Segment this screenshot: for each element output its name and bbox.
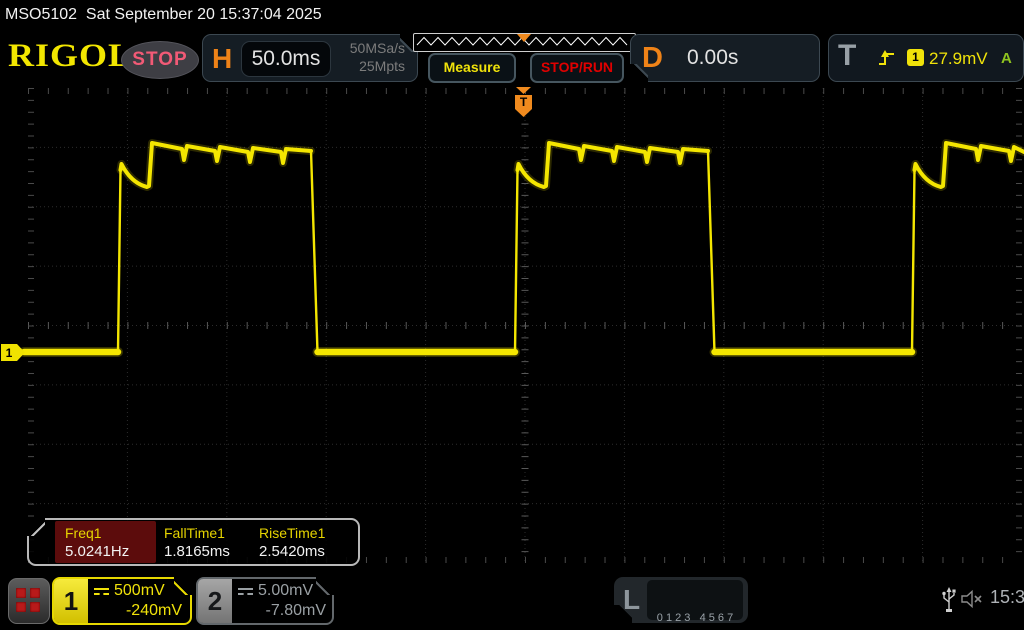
channel1-scale: 500mV	[114, 582, 165, 599]
svg-text:1: 1	[6, 346, 13, 360]
channel2-info: 5.00mV -7.80mV	[238, 581, 326, 621]
stop-run-button[interactable]: STOP/RUN	[530, 53, 624, 83]
measurement-value: 2.5420ms	[259, 543, 325, 560]
logic-row-0-7: 0 1 2 3 4 5 6 7	[656, 612, 734, 624]
measure-button[interactable]: Measure	[428, 53, 516, 83]
channel2-tab[interactable]: 2 5.00mV -7.80mV	[196, 577, 334, 625]
measurement-results-box[interactable]: Freq1 5.0241Hz FallTime1 1.8165ms RiseTi…	[27, 518, 360, 566]
graticule	[28, 88, 1022, 563]
horizontal-panel[interactable]: H 50.0ms 50MSa/s 25Mpts	[202, 34, 418, 82]
delay-panel[interactable]: D 0.00s	[630, 34, 820, 82]
bottom-status-bar: 1 500mV -240mV 2 5.00mV -7.80mV	[0, 576, 1024, 630]
trigger-level-value: 27.9mV	[929, 49, 988, 68]
measurement-name[interactable]: Freq1	[65, 525, 102, 541]
waveform-ch1	[19, 139, 1024, 357]
sample-rate: 50MSa/s	[349, 40, 405, 56]
channel2-number: 2	[198, 579, 232, 623]
dc-coupling-icon	[238, 587, 253, 595]
sample-rate-memdepth: 50MSa/s 25Mpts	[350, 39, 405, 75]
measurement-value: 5.0241Hz	[65, 543, 130, 560]
trigger-mode: A	[1001, 50, 1012, 67]
clock: 15:36	[990, 587, 1024, 607]
timebase-value[interactable]: 50.0ms	[241, 41, 331, 77]
dc-coupling-icon	[94, 587, 109, 595]
top-toolbar: RIGOL STOP H 50.0ms 50MSa/s 25Mpts Measu…	[0, 30, 1024, 85]
channel1-offset: -240mV	[125, 602, 182, 619]
trigger-position-marker[interactable]: T	[515, 87, 532, 117]
channel2-offset: -7.80mV	[265, 602, 326, 619]
logic-label: L	[623, 584, 641, 615]
channel1-number: 1	[54, 579, 88, 623]
memory-depth: 25Mpts	[359, 58, 405, 74]
trigger-label: T	[838, 39, 857, 72]
menu-grid-icon[interactable]	[8, 578, 50, 624]
channel1-info: 500mV -240mV	[94, 581, 182, 621]
run-state-badge: STOP	[121, 41, 199, 79]
rigol-logo: RIGOL	[8, 36, 134, 74]
trigger-slope-rising-edge-icon	[879, 50, 894, 65]
horizontal-label: H	[212, 43, 233, 74]
logic-channel-numbers: 0 1 2 3 4 5 6 7 8 9 10 11 12 13 14 15	[647, 580, 743, 624]
usb-icon	[942, 587, 956, 612]
svg-text:T: T	[520, 95, 528, 109]
delay-label: D	[642, 42, 663, 74]
trigger-source-badge: 1	[907, 49, 924, 66]
measurement-name[interactable]: FallTime1	[164, 525, 225, 541]
channel2-scale: 5.00mV	[258, 582, 314, 599]
waveform-memory-position-bar[interactable]	[413, 33, 636, 52]
ch1-level-marker[interactable]: 1	[1, 344, 25, 361]
memory-zigzag-icon	[416, 34, 628, 46]
measurement-value: 1.8165ms	[164, 543, 230, 560]
model-and-datetime: MSO5102 Sat September 20 15:37:04 2025	[5, 6, 322, 23]
speaker-muted-icon[interactable]	[961, 589, 985, 609]
logic-channels-tab[interactable]: L 0 1 2 3 4 5 6 7 8 9 10 11 12 13 14 15	[614, 577, 748, 624]
trigger-panel[interactable]: T 1 27.9mV A	[828, 34, 1024, 82]
delay-value: 0.00s	[687, 46, 739, 69]
title-bar: MSO5102 Sat September 20 15:37:04 2025	[0, 0, 1024, 30]
channel1-tab[interactable]: 1 500mV -240mV	[52, 577, 192, 625]
measurement-name[interactable]: RiseTime1	[259, 525, 326, 541]
selected-measurement-highlight	[55, 521, 156, 563]
